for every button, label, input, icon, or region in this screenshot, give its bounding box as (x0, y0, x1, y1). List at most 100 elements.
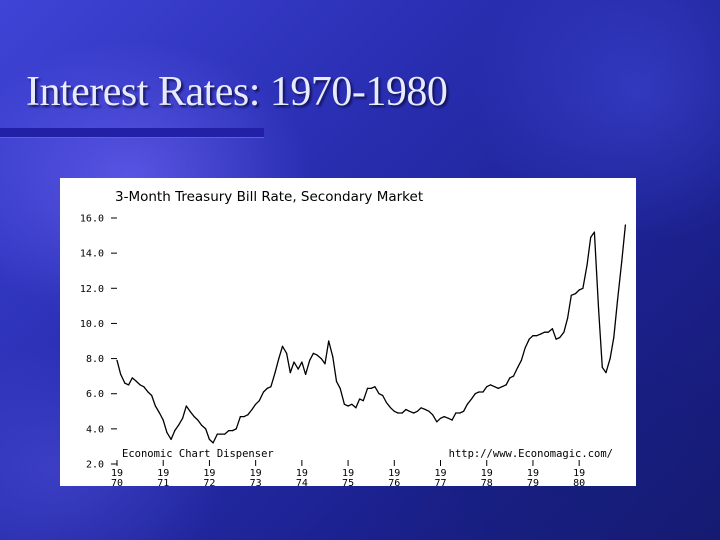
data-point (528, 338, 530, 340)
data-point (128, 384, 130, 386)
series-line-tbill-rate (116, 224, 627, 444)
data-point (624, 224, 627, 226)
data-point (590, 236, 592, 238)
data-point (151, 394, 153, 397)
data-point (247, 414, 249, 416)
data-point (162, 419, 164, 421)
data-point (231, 430, 234, 432)
data-point (351, 403, 353, 405)
data-point (251, 408, 253, 411)
data-point (266, 387, 268, 389)
data-point (182, 417, 184, 419)
data-point (405, 408, 407, 411)
title-underline-bar (0, 128, 264, 138)
data-point (408, 410, 411, 412)
data-point (339, 387, 341, 389)
data-point (605, 372, 607, 374)
data-point (235, 428, 237, 430)
data-point (301, 361, 303, 363)
x-tick-label-year: 76 (388, 478, 400, 486)
data-point (532, 335, 534, 337)
data-point (567, 317, 569, 319)
data-point (436, 421, 438, 423)
treasury-bill-rate-chart: 3-Month Treasury Bill Rate, Secondary Ma… (80, 189, 627, 486)
x-tick-label-century: 19 (573, 468, 585, 479)
data-point (239, 416, 241, 418)
data-point (601, 366, 603, 368)
data-point (621, 261, 623, 263)
y-tick-label: 16.0 (80, 214, 104, 225)
data-point (143, 386, 145, 388)
y-tick-label: 14.0 (80, 249, 104, 260)
data-point (262, 391, 265, 393)
data-point (439, 417, 442, 419)
x-tick-label-century: 19 (203, 468, 215, 479)
y-tick-label: 8.0 (86, 354, 104, 365)
series-layer (116, 224, 627, 444)
data-point (524, 347, 526, 349)
data-point (447, 417, 449, 419)
x-tick-label-year: 79 (527, 478, 539, 486)
data-point (420, 407, 422, 409)
data-point (390, 407, 392, 409)
data-point (193, 416, 195, 418)
data-point (609, 358, 611, 360)
data-point (305, 373, 307, 375)
data-point (455, 412, 457, 414)
data-point (497, 387, 499, 389)
data-point (258, 400, 260, 402)
data-point (555, 338, 557, 340)
data-point (443, 416, 445, 418)
data-point (293, 361, 295, 363)
data-point (205, 428, 207, 430)
data-point (563, 331, 565, 333)
data-point (378, 393, 380, 395)
data-point (540, 333, 542, 335)
y-tick-label: 12.0 (80, 284, 104, 295)
x-tick-label-century: 19 (342, 468, 354, 479)
x-tick-label-year: 75 (342, 478, 354, 486)
data-point (470, 398, 473, 400)
data-point (359, 398, 361, 400)
data-point (424, 408, 426, 411)
data-point (208, 438, 210, 440)
data-point (332, 356, 334, 358)
data-point (189, 410, 191, 412)
data-point (220, 433, 222, 435)
x-tick-label-year: 80 (573, 478, 585, 486)
data-point (177, 424, 180, 426)
data-point (501, 386, 503, 388)
data-point (166, 431, 168, 433)
data-point (393, 410, 395, 412)
data-point (570, 294, 572, 296)
data-point (289, 372, 291, 374)
x-tick-label-century: 19 (250, 468, 262, 479)
data-point (478, 391, 480, 393)
data-point (201, 424, 203, 426)
data-point (216, 433, 218, 435)
chart-title: 3-Month Treasury Bill Rate, Secondary Ma… (115, 189, 423, 205)
data-point (278, 358, 280, 360)
x-tick-label-century: 19 (481, 468, 493, 479)
data-point (509, 377, 511, 379)
data-point (432, 414, 434, 416)
x-tick-label-year: 77 (434, 478, 446, 486)
data-point (320, 358, 322, 360)
data-point (174, 430, 176, 432)
y-axis: 16.0 14.0 12.0 10.0 8.0 6.0 4.0 2.0 (80, 214, 117, 471)
data-point (416, 410, 418, 412)
x-tick-label-century: 19 (388, 468, 400, 479)
data-point (243, 416, 245, 418)
data-point (158, 412, 161, 414)
data-point (536, 335, 538, 337)
data-point (316, 354, 318, 356)
data-point (586, 264, 588, 266)
data-point (463, 410, 465, 412)
data-point (355, 407, 357, 409)
x-tick-label-year: 78 (481, 478, 493, 486)
chart-annotation-right: http://www.Economagic.com/ (449, 448, 613, 460)
x-axis: 1970197119721973197419751976197719781979… (111, 460, 585, 486)
data-point (255, 403, 257, 405)
data-point (154, 405, 156, 407)
data-point (286, 352, 288, 354)
